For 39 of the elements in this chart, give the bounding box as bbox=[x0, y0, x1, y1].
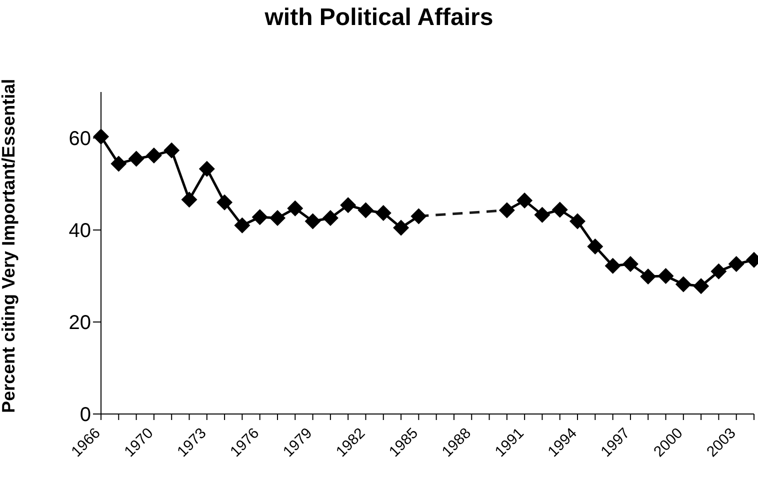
point bbox=[146, 147, 162, 164]
y-tick-label: 40 bbox=[68, 220, 91, 242]
point bbox=[693, 278, 710, 294]
point bbox=[552, 202, 568, 218]
point bbox=[234, 217, 250, 234]
point bbox=[498, 202, 515, 218]
y-tick-label: 0 bbox=[80, 404, 91, 426]
point bbox=[393, 220, 410, 236]
point bbox=[675, 276, 692, 292]
point bbox=[269, 210, 286, 226]
point bbox=[640, 268, 656, 284]
point bbox=[604, 258, 621, 274]
point bbox=[587, 238, 604, 255]
point bbox=[93, 128, 109, 145]
point bbox=[110, 156, 127, 172]
point bbox=[710, 263, 727, 280]
point bbox=[534, 206, 550, 223]
point bbox=[570, 213, 586, 230]
y-tick-label: 20 bbox=[68, 312, 91, 334]
point bbox=[322, 210, 338, 226]
point bbox=[358, 202, 374, 218]
point bbox=[164, 142, 180, 158]
point bbox=[622, 256, 638, 272]
y-axis-title: Percent citing Very Important/Essential bbox=[0, 78, 18, 413]
point bbox=[128, 150, 144, 167]
point bbox=[410, 208, 427, 224]
point bbox=[216, 194, 233, 210]
point bbox=[304, 213, 321, 230]
point bbox=[340, 197, 356, 214]
point bbox=[198, 160, 215, 177]
y-tick-label: 60 bbox=[68, 128, 91, 150]
point bbox=[375, 204, 392, 221]
point bbox=[252, 209, 268, 226]
point bbox=[728, 256, 744, 272]
chart-title: with Political Affairs bbox=[264, 4, 494, 32]
point bbox=[181, 192, 198, 208]
point bbox=[658, 268, 674, 284]
point bbox=[516, 192, 533, 209]
point bbox=[287, 200, 304, 216]
